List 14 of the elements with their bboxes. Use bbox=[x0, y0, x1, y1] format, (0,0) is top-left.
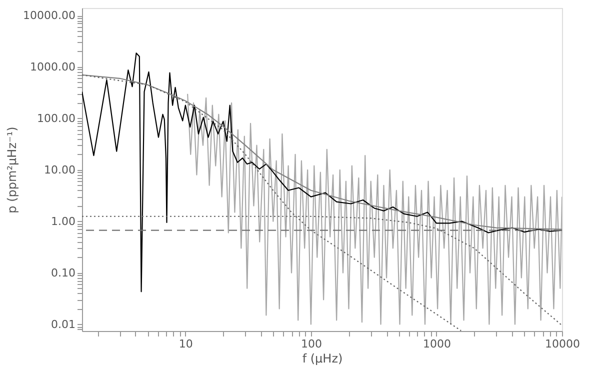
x-tick-label: 10000 bbox=[545, 338, 580, 350]
y-tick-label: 1.00 bbox=[51, 214, 76, 228]
y-tick-label: 10000.00 bbox=[23, 9, 76, 22]
x-axis-title: f (μHz) bbox=[302, 352, 343, 366]
y-tick-label: 100.00 bbox=[37, 112, 76, 125]
x-tick-label: 1000 bbox=[422, 338, 451, 350]
x-tick-label: 100 bbox=[300, 338, 322, 350]
x-tick-label: 10 bbox=[178, 338, 193, 350]
y-tick-label: 0.10 bbox=[51, 266, 76, 280]
line-series bbox=[187, 93, 562, 325]
y-tick-label: 10.00 bbox=[44, 163, 76, 176]
y-tick-label: 1000.00 bbox=[30, 60, 76, 74]
y-axis-title: p (ppm²μHz⁻¹) bbox=[5, 126, 20, 214]
y-tick-label: 0.01 bbox=[51, 318, 76, 331]
